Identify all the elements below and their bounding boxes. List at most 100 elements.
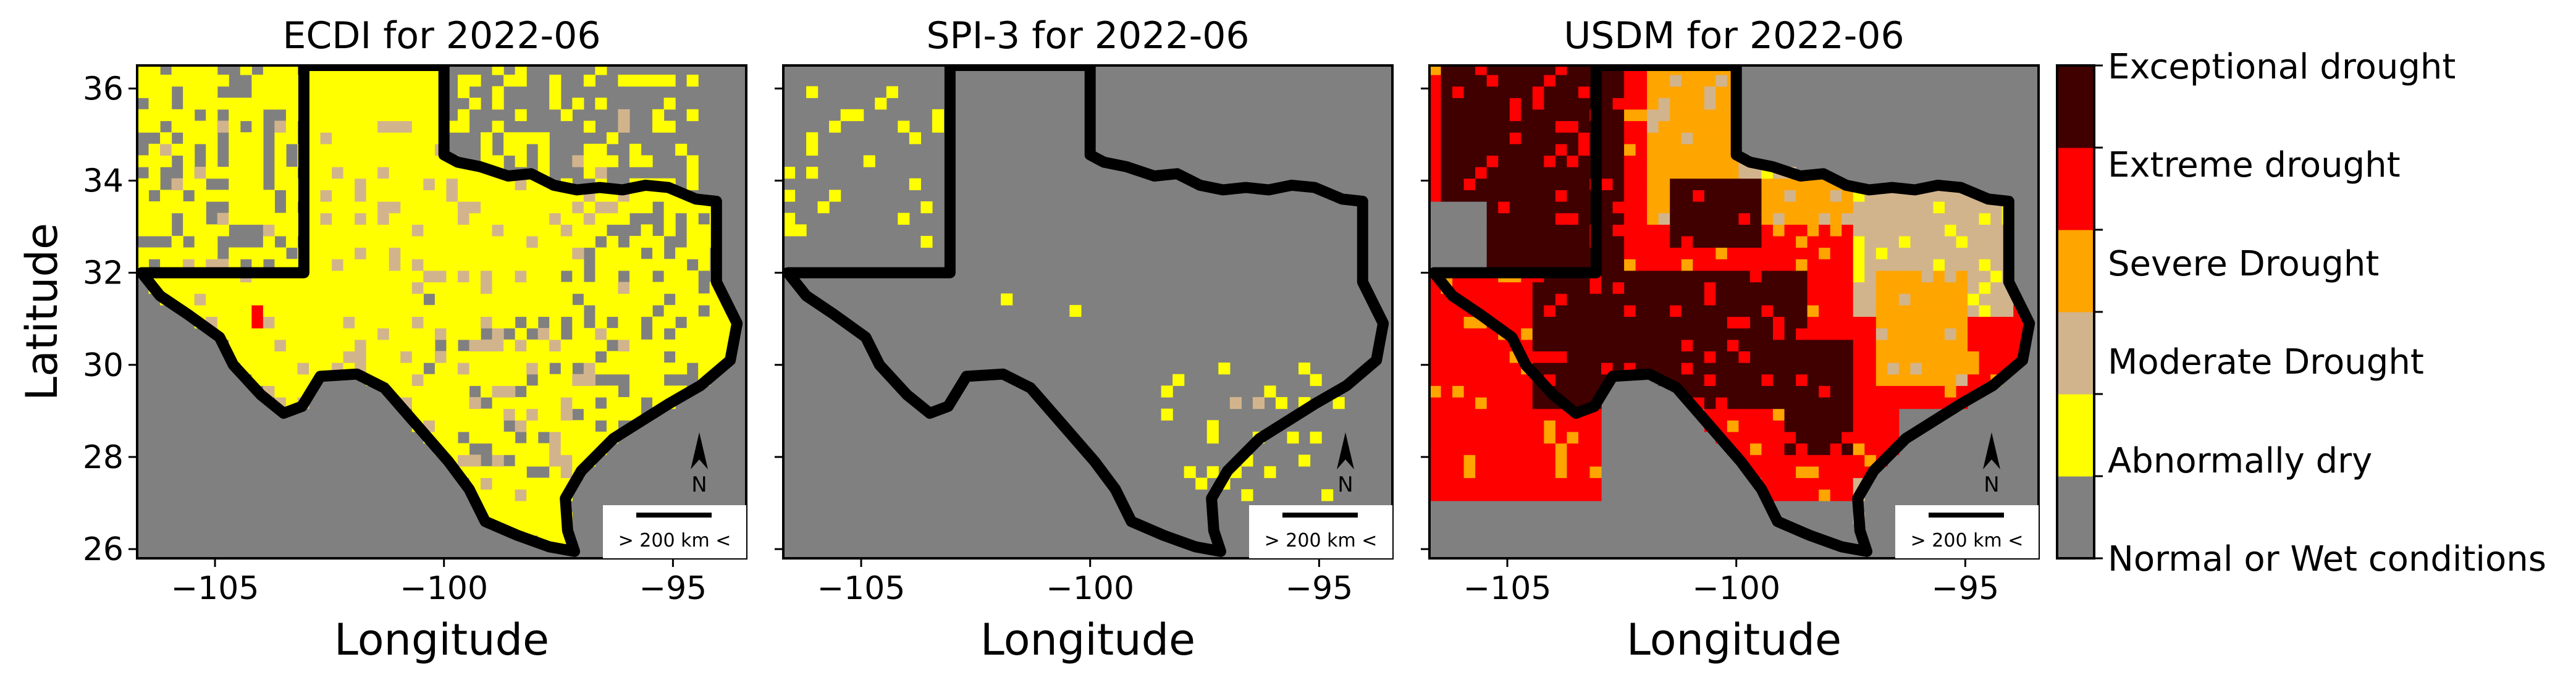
heatmap-cell [1647,224,1659,237]
scale-bar-label: > 200 km < [1911,530,2024,552]
heatmap-cell [1864,431,1877,444]
heatmap-cell [1463,328,1476,340]
heatmap-cell [1875,328,1888,340]
heatmap-cell [549,512,562,524]
heatmap-cell [1796,293,1808,306]
heatmap-cell [1715,132,1728,145]
heatmap-cell [1498,431,1510,444]
north-arrow: N [1983,432,2000,497]
heatmap-cell [251,363,264,375]
heatmap-cell [1796,270,1808,283]
heatmap-cell [1429,374,1442,386]
heatmap-cell [1509,396,1522,409]
heatmap-cell [1567,212,1579,225]
heatmap-cell [137,74,149,87]
heatmap-cell [537,201,550,214]
heatmap-cell [217,282,229,294]
heatmap-cell [526,259,539,271]
heatmap-cell [1475,408,1488,421]
heatmap-cell [1933,282,1945,294]
heatmap-cell [1452,396,1465,409]
heatmap-cell [183,132,195,145]
heatmap-cell [1612,132,1625,145]
heatmap-cell [481,143,493,156]
heatmap-cell [1738,328,1751,340]
heatmap-cell [1681,86,1693,98]
heatmap-cell [343,74,355,87]
heatmap-cell [1475,339,1488,351]
heatmap-cell [1830,431,1842,444]
heatmap-cell [1647,74,1659,87]
heatmap-cell [1001,293,1013,306]
heatmap-cell [263,328,275,340]
colorbar-block [2057,476,2094,559]
heatmap-cell [1945,235,1957,248]
heatmap-cell [1819,420,1831,432]
heatmap-cell [675,339,688,351]
heatmap-cell [1521,167,1533,179]
heatmap-cell [320,155,332,167]
heatmap-cell [1956,385,1968,398]
heatmap-cell [434,270,447,283]
heatmap-cell [1658,190,1670,202]
heatmap-cell [1819,385,1831,398]
heatmap-cell [1933,293,1945,306]
heatmap-cell [1727,385,1740,398]
heatmap-cell [423,270,436,283]
heatmap-cell [1864,270,1877,283]
heatmap-cell [1532,339,1544,351]
heatmap-cell [1807,247,1819,259]
heatmap-cell [1693,374,1705,386]
heatmap-cell [446,339,458,351]
heatmap-cell [606,408,619,421]
heatmap-cell [629,396,642,409]
heatmap-cell [1864,201,1877,214]
heatmap-cell [641,201,653,214]
heatmap-cell [1555,316,1567,329]
heatmap-cell [309,259,321,271]
heatmap-cell [320,293,332,306]
heatmap-cell [1681,212,1693,225]
heatmap-cell [1475,396,1488,409]
heatmap-cell [1452,143,1465,156]
heatmap-cell [469,339,481,351]
heatmap-cell [515,304,527,317]
heatmap-cell [377,328,390,340]
heatmap-cell [1670,86,1682,98]
heatmap-cell [1910,224,1922,237]
heatmap-cell [1601,178,1614,190]
heatmap-cell [446,420,458,432]
heatmap-cell [1853,293,1865,306]
heatmap-cell [229,178,241,190]
heatmap-cell [1693,270,1705,283]
heatmap-cell [309,120,321,133]
heatmap-cell [1647,316,1659,329]
heatmap-cell [1601,293,1614,306]
heatmap-cell [1589,316,1602,329]
heatmap-cell [618,109,630,122]
heatmap-cell [251,74,264,87]
heatmap-cell [400,363,413,375]
heatmap-cell [1567,120,1579,133]
heatmap-cell [1532,201,1544,214]
heatmap-cell [217,167,229,179]
heatmap-cell [583,293,596,306]
heatmap-cell [1830,477,1842,490]
heatmap-cell [1956,235,1968,248]
heatmap-cell [1842,396,1854,409]
heatmap-cell [1738,224,1751,237]
heatmap-cell [503,396,516,409]
heatmap-cell [526,235,539,248]
heatmap-cell [389,259,401,271]
heatmap-cell [285,385,298,398]
heatmap-cell [1704,316,1716,329]
heatmap-cell [1475,109,1488,122]
heatmap-cell [411,98,424,110]
heatmap-cell [251,339,264,351]
heatmap-cell [663,201,676,214]
heatmap-cell [366,132,378,145]
heatmap-cell [560,224,573,237]
heatmap-cell [618,351,630,363]
heatmap-cell [217,190,229,202]
heatmap-cell [1429,109,1442,122]
